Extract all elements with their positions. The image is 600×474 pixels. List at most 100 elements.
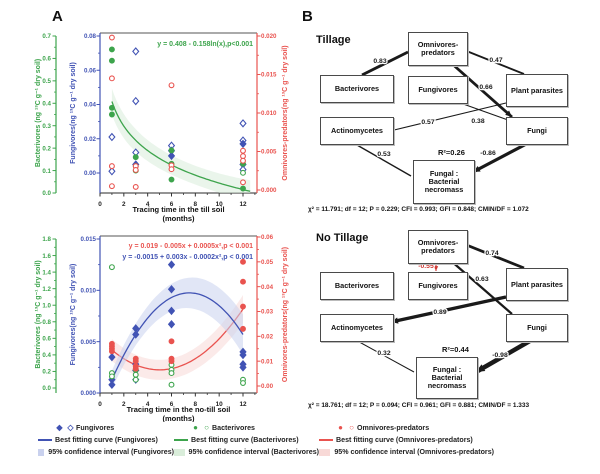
ci-swatch-icon [38, 448, 45, 456]
tick-label: 0.2 [42, 145, 51, 152]
data-point [240, 258, 246, 265]
ci-swatch-icon [174, 448, 185, 456]
legend-series-row: ● ○ Omnivores-predators [319, 422, 494, 434]
data-point [168, 176, 175, 183]
sem-edge-omnivores-plant [463, 49, 525, 75]
data-point [108, 34, 115, 41]
legend-series-row: ● ○ Bacterivores [174, 422, 319, 434]
sem-edge-plant-actino [389, 102, 507, 132]
arrowhead-icon [505, 110, 512, 117]
sem-edge-omnivores-bacterivores [361, 50, 409, 77]
data-point [132, 154, 139, 161]
tick-label: 1.0 [42, 302, 51, 309]
data-point [132, 167, 139, 173]
legend-ci-row: 95% confidence interval (Fungivores) [38, 446, 174, 458]
ci-swatch-icon [319, 448, 331, 456]
tick-label: 0.6 [42, 336, 51, 343]
tick-label: 0.01 [261, 358, 274, 365]
series-fungivores [108, 47, 247, 176]
data-point [240, 179, 246, 186]
x-tick-label: 8 [194, 201, 198, 208]
panel-b-label: B [302, 8, 313, 25]
tick-label: 1.2 [42, 286, 51, 293]
sem-node-fungi: Fungi [506, 314, 568, 342]
tick-label: 0.6 [42, 56, 51, 63]
tick-label: 0.1 [42, 168, 51, 175]
tick-label: 0.4 [42, 352, 51, 359]
data-point [108, 104, 115, 111]
x-axis-title: (months) [162, 414, 195, 422]
sem-title: Tillage [316, 34, 351, 46]
x-axis-title: Tracing time in the till soil [132, 205, 224, 214]
filled-circle-icon: ● [193, 423, 198, 432]
sem-fit-statistics: χ² = 11.791; df = 12; P = 0.229; CFI = 0… [308, 206, 529, 213]
data-point [132, 47, 140, 56]
tick-label: 0.05 [261, 259, 274, 266]
data-point [240, 157, 246, 164]
legend-ci-row: 95% confidence interval (Bacterivores) [174, 446, 319, 458]
legend-curve-row: Best fitting curve (Fungivores) [38, 434, 174, 446]
sem-fit-statistics: χ² = 18.761; df = 12; P = 0.094; CFI = 0… [308, 402, 530, 409]
tick-label: 0.02 [261, 334, 274, 341]
sem-coefficient: 0.53 [377, 151, 390, 158]
data-point [108, 373, 115, 380]
tick-label: 0.00 [84, 170, 97, 177]
tick-label: 0.015 [261, 72, 277, 79]
data-point [132, 358, 139, 365]
sem-coefficient: 0.66 [479, 84, 492, 91]
curve-line-icon [319, 439, 333, 441]
sem-node-necro: Fungal : Bacterial necromass [416, 357, 478, 399]
red-axis-title: Omnivores-predators(ng ¹³C g⁻¹ dry soil) [282, 45, 289, 180]
sem-edge-plant-actino [390, 295, 507, 324]
data-point [240, 325, 246, 332]
sem-node-fungivores: Fungivores [408, 272, 468, 300]
data-point [167, 260, 176, 269]
sem-edge-fungi-necro [472, 139, 533, 174]
x-tick-label: 2 [122, 201, 126, 208]
sem-coefficient: -0.86 [480, 150, 496, 157]
fit-curve-blue [111, 292, 244, 380]
data-point [168, 381, 175, 388]
data-point [108, 352, 116, 362]
data-point [132, 376, 139, 383]
sem-r2-label: R²=0.44 [442, 345, 469, 354]
data-point [108, 57, 115, 64]
sem-node-plant: Plant parasites [506, 74, 568, 107]
x-tick-label: 12 [239, 401, 247, 408]
data-point [240, 303, 246, 310]
x-tick-label: 6 [170, 401, 174, 408]
legend-curve-label: Best fitting curve (Fungivores) [55, 436, 158, 444]
tick-label: 0.3 [42, 123, 51, 130]
chart-0: 0.0 0.1 0.2 0.3 0.4 0.5 0.6 0.7 Bacterivores (ng… [35, 32, 289, 223]
sem-edges: -0.55 0.74 0.63 0.89 0.32 -0.98 [351, 242, 537, 374]
x-tick-label: 10 [216, 201, 224, 208]
open-circle-icon: ○ [349, 423, 354, 432]
sem-node-actino: Actinomycetes [320, 117, 394, 145]
curve-line-icon [174, 439, 188, 441]
blue-axis-title: Fungivores(ng ¹³C g⁻¹ dry soil) [70, 264, 77, 366]
tick-label: 0.005 [81, 339, 97, 346]
red-axis: 0.00 0.01 0.02 0.03 0.04 0.05 0.06 Omnivores-pr… [256, 234, 289, 393]
data-point [239, 119, 247, 128]
tick-label: 0.06 [261, 234, 274, 241]
fit-equation: y = -0.0015 + 0.003x - 0.0002x²,p < 0.00… [122, 254, 253, 261]
tick-label: 0.4 [42, 100, 51, 107]
legend-curve-label: Best fitting curve (Bacterivores) [191, 436, 299, 444]
data-point [108, 163, 115, 170]
sem-edge-omnivores-fungi [449, 259, 513, 315]
arrowhead-icon [476, 364, 486, 372]
sem-node-plant: Plant parasites [506, 268, 568, 301]
data-point [132, 330, 140, 339]
x-axis: 0 2 4 6 8 10 12 Tracing time in the no-till soi… [98, 393, 256, 422]
tick-label: 0.2 [42, 369, 51, 376]
panel-a-label: A [52, 8, 63, 25]
tick-label: 0.04 [261, 284, 274, 291]
x-tick-label: 0 [98, 401, 102, 408]
data-point [167, 306, 176, 316]
legend-ci-label: 95% confidence interval (Fungivores) [48, 448, 174, 456]
legend-series-label: Omnivores-predators [357, 424, 430, 432]
x-tick-label: 6 [170, 201, 174, 208]
tick-label: 0.000 [81, 390, 97, 397]
tick-label: 0.010 [81, 288, 97, 295]
tick-label: 0.005 [261, 149, 277, 156]
